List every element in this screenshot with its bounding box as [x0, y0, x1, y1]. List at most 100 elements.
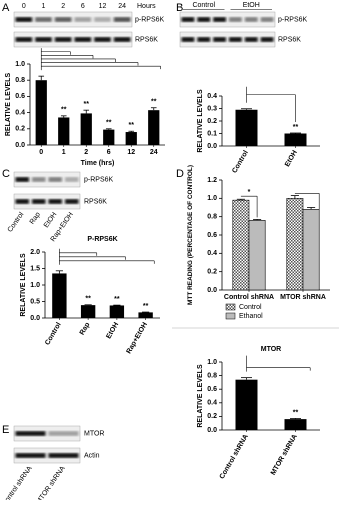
y-tick-label: 1.5	[30, 265, 40, 272]
blot-band	[54, 17, 72, 22]
y-tick-label: 0.0	[207, 287, 217, 294]
blot-lane-label: Control	[7, 211, 26, 234]
x-tick-label: Control shRNA	[219, 433, 250, 480]
panel-letter: B	[176, 2, 183, 14]
blot-band	[229, 37, 242, 42]
blot-band	[94, 37, 111, 42]
panel-letter: E	[2, 424, 9, 436]
blot-band	[48, 453, 79, 458]
y-tick-label: 1.0	[15, 61, 25, 68]
y-tick-label: 1.0	[30, 282, 40, 289]
x-tick-label: Control	[44, 321, 63, 346]
blot-band	[197, 17, 211, 22]
blot-band	[15, 453, 46, 458]
blot-bg	[13, 171, 81, 188]
blot-band	[94, 17, 111, 22]
blot-band	[74, 17, 92, 22]
y-tick-label: 0.4	[207, 400, 217, 407]
x-tick-label: Rap+EtOH	[125, 321, 148, 355]
blot-lane-label: Rap	[29, 211, 42, 226]
blot-band	[54, 37, 72, 42]
y-axis-label: MTT READING (PERCENTAGE OF CONTROL)	[188, 165, 194, 305]
y-tick-label: 0.4	[207, 250, 217, 257]
y-tick-label: 0.0	[207, 427, 217, 434]
x-tick-label: 1	[62, 149, 66, 156]
bar	[138, 312, 153, 318]
y-tick-label: 0.8	[207, 214, 217, 221]
y-axis-label-text: MTT READING (PERCENTAGE OF CONTROL)	[188, 165, 194, 305]
blot-lane-label: EtOH	[43, 211, 59, 229]
blot-band	[65, 177, 79, 182]
y-tick-label: 0.5	[30, 298, 40, 305]
blot-unit: Hours	[137, 3, 156, 10]
bar	[125, 132, 137, 145]
blot-lane-label: 0	[22, 3, 26, 10]
bar	[248, 220, 266, 291]
blot-band	[48, 431, 79, 436]
blot-bg	[179, 11, 276, 28]
significance: **	[129, 122, 135, 129]
x-tick-label: MTOR shRNA	[280, 294, 326, 301]
significance: **	[293, 409, 299, 416]
bar	[235, 379, 258, 430]
blot-band	[35, 17, 52, 22]
significance: **	[114, 296, 120, 303]
blot-row-label: p-RPS6K	[135, 16, 165, 23]
blot-band	[48, 199, 62, 204]
y-tick-label: 0.2	[207, 413, 217, 420]
blot-band	[244, 37, 258, 42]
y-tick-label: 0.0	[30, 315, 40, 322]
bar	[235, 109, 258, 146]
y-tick-label: 0.2	[15, 126, 25, 133]
blot-row-label: RPS6K	[278, 36, 301, 43]
blot-row-label: RPS6K	[135, 36, 158, 43]
y-tick-label: 0.4	[15, 109, 25, 116]
y-tick-label: 1.0	[207, 359, 217, 366]
bar	[103, 129, 115, 145]
x-tick-label: Rap	[79, 321, 92, 336]
x-tick-label: 0	[39, 149, 43, 156]
y-tick-label: 0.2	[207, 269, 217, 276]
chart-title: MTOR	[261, 346, 281, 353]
blot-band	[213, 17, 226, 22]
x-tick-label: 6	[107, 149, 111, 156]
x-tick-label: 12	[127, 149, 135, 156]
legend-swatch	[225, 303, 236, 311]
blot-lane-label: 1	[42, 3, 46, 10]
bar	[52, 273, 67, 318]
blot-band	[65, 199, 79, 204]
legend-label: Ethanol	[239, 313, 263, 320]
bar	[80, 305, 96, 318]
x-tick-label: Control shRNA	[224, 294, 274, 301]
blot-band	[113, 17, 131, 22]
y-tick-label: 0.6	[15, 93, 25, 100]
bar	[302, 209, 320, 291]
blot-bg	[179, 31, 276, 48]
significance: *	[248, 189, 251, 196]
blot-row-label: p-RPS6K	[84, 176, 114, 183]
bar	[286, 198, 304, 291]
y-tick-label: 0.0	[15, 142, 25, 149]
y-tick-label: 0.8	[15, 77, 25, 84]
bar	[80, 113, 92, 145]
blot-band	[213, 37, 226, 42]
legend-swatch	[225, 312, 236, 320]
x-tick-label: MTOR shRNA	[270, 433, 299, 476]
x-tick-label: 24	[150, 149, 158, 156]
blot-band	[260, 37, 274, 42]
bar	[109, 305, 125, 318]
x-tick-label: EtOH	[284, 149, 299, 168]
y-tick-label: 0.6	[207, 386, 217, 393]
blot-band	[229, 17, 242, 22]
y-tick-label: 0.1	[207, 130, 217, 137]
blot-row-label: Actin	[84, 452, 100, 459]
bar	[35, 80, 47, 145]
blot-band	[244, 17, 258, 22]
blot-band	[15, 17, 33, 22]
blot-row-label: RPS6K	[84, 198, 107, 205]
blot-band	[32, 177, 46, 182]
blot-band	[32, 199, 46, 204]
blot-band	[15, 177, 29, 182]
x-axis-label: Time (hrs)	[81, 160, 115, 167]
